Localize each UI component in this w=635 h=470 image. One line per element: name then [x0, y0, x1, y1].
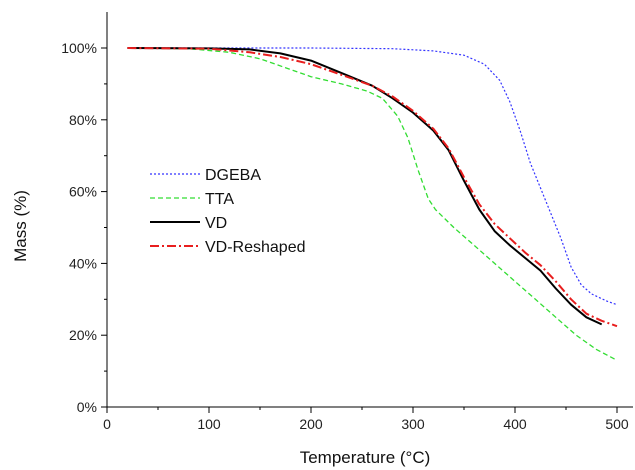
y-tick-label: 40% — [69, 255, 97, 271]
x-tick-label: 0 — [103, 416, 111, 432]
legend-label: VD-Reshaped — [205, 239, 306, 256]
x-tick-label: 300 — [401, 416, 425, 432]
series-line-dgeba — [127, 47, 618, 306]
series-line-vd-reshaped — [127, 47, 618, 328]
legend-label: DGEBA — [205, 167, 261, 184]
legend: DGEBA TTA VD VD-Reshaped — [150, 167, 306, 256]
y-tick-label: 20% — [69, 327, 97, 343]
series-line-tta — [127, 47, 618, 361]
axes: 0 100 200 300 400 500 0% 20% 40% 60% 80% 100% — [61, 12, 633, 432]
legend-label: VD — [205, 215, 227, 232]
x-tick-label: 400 — [503, 416, 527, 432]
legend-label: TTA — [205, 191, 234, 208]
y-tick-label: 60% — [69, 184, 97, 200]
series-line-vd — [127, 47, 603, 326]
y-axis-title: Mass (%) — [11, 190, 30, 262]
y-tick-label: 0% — [77, 399, 97, 415]
y-tick-label: 80% — [69, 112, 97, 128]
x-axis-title: Temperature (°C) — [300, 448, 431, 467]
x-tick-label: 200 — [299, 416, 323, 432]
series-layer — [127, 47, 618, 361]
x-tick-label: 100 — [197, 416, 221, 432]
y-tick-label: 100% — [61, 40, 97, 56]
x-tick-label: 500 — [605, 416, 629, 432]
